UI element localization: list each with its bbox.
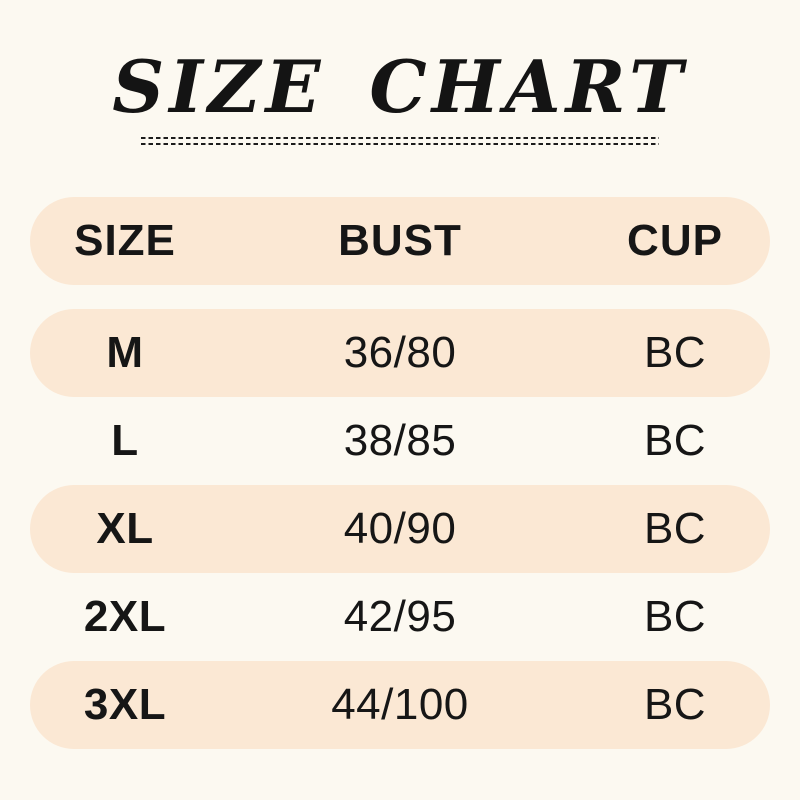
table-row-l: L 38/85 BC (30, 397, 770, 485)
cell-size: L (111, 416, 139, 465)
cell-cup: BC (643, 328, 707, 377)
header-cell-bust: BUST (338, 216, 462, 265)
cell-size: 3XL (83, 680, 167, 729)
cell-bust: 36/80 (343, 328, 457, 377)
size-table: SIZE BUST CUP M 36/80 BC L 38/85 BC XL 4… (30, 197, 770, 749)
cell-cup: BC (643, 592, 707, 641)
cell-bust: 40/90 (343, 504, 457, 553)
page-title: SIZE CHART (112, 44, 688, 129)
table-row-m: M 36/80 BC (30, 309, 770, 397)
cell-cup: BC (643, 504, 707, 553)
header-gap (30, 285, 770, 309)
title-underline (141, 137, 659, 145)
cell-cup: BC (643, 680, 707, 729)
cell-size: XL (96, 504, 154, 553)
cell-size: 2XL (83, 592, 167, 641)
header-cell-size: SIZE (74, 216, 176, 265)
cell-bust: 44/100 (331, 680, 469, 729)
table-header-row: SIZE BUST CUP (30, 197, 770, 285)
table-row-2xl: 2XL 42/95 BC (30, 573, 770, 661)
dashed-line (141, 137, 659, 139)
table-row-xl: XL 40/90 BC (30, 485, 770, 573)
table-row-3xl: 3XL 44/100 BC (30, 661, 770, 749)
cell-cup: BC (643, 416, 707, 465)
cell-bust: 42/95 (343, 592, 457, 641)
cell-size: M (106, 328, 144, 377)
header-cell-cup: CUP (627, 216, 723, 265)
dashed-line (141, 143, 659, 145)
cell-bust: 38/85 (343, 416, 457, 465)
